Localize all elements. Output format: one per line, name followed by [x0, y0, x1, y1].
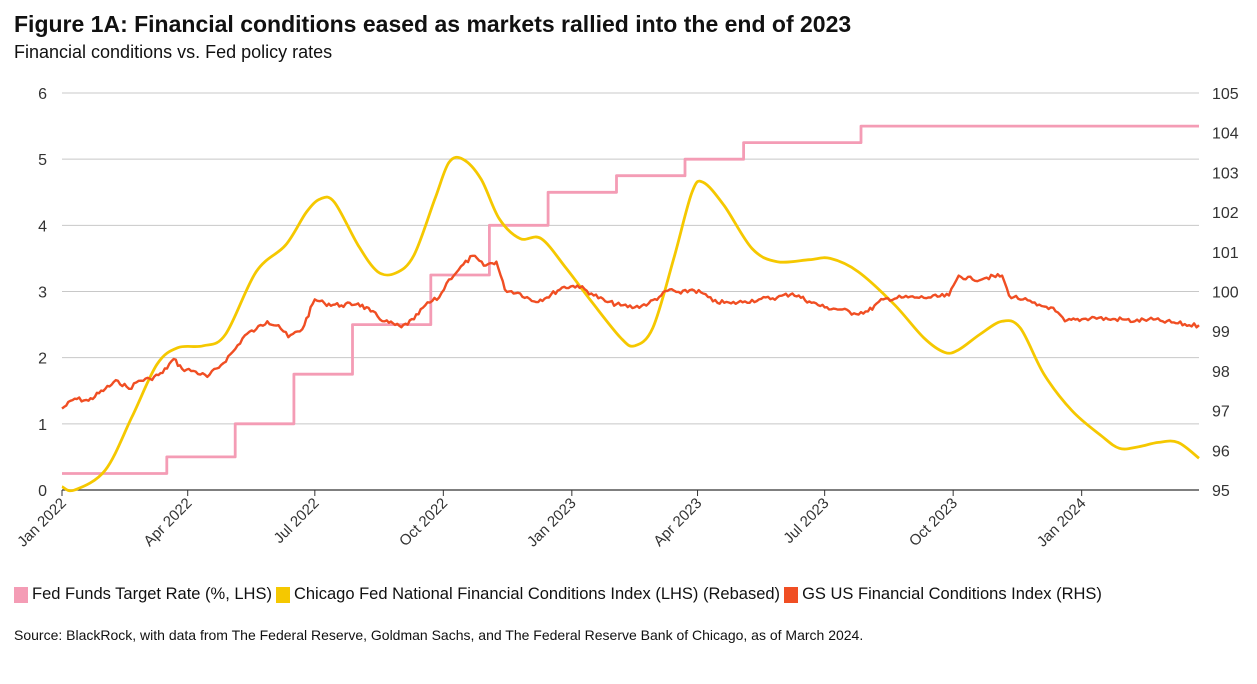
x-tick-label: Jan 2023 [524, 495, 580, 551]
y-right-tick-label: 104 [1212, 126, 1239, 143]
series-chicago-fed-line [61, 155, 1200, 493]
x-tick-label: Apr 2022 [140, 495, 195, 550]
y-left-tick-label: 3 [38, 285, 47, 302]
x-tick-label: Jul 2022 [271, 495, 323, 547]
x-tick-label: Oct 2022 [396, 495, 451, 550]
legend-swatch-fed-funds [14, 586, 28, 603]
legend-label-gs-fci: GS US Financial Conditions Index (RHS) [802, 585, 1102, 603]
y-right-tick-label: 95 [1212, 483, 1230, 500]
x-tick-label: Oct 2023 [906, 495, 961, 550]
legend-item-chicago-fed: Chicago Fed National Financial Condition… [275, 585, 781, 604]
legend-item-fed-funds: Fed Funds Target Rate (%, LHS) [14, 585, 272, 604]
source-note: Source: BlackRock, with data from The Fe… [14, 627, 864, 643]
series-fed-funds-line [62, 124, 1199, 475]
x-tick-label: Apr 2023 [650, 495, 705, 550]
axes: 0 1 2 3 4 5 6 95 96 97 98 99 100 101 102 103 104 105 Jan 2… [14, 86, 1239, 550]
series-lines [61, 124, 1200, 493]
y-right-tick-label: 101 [1212, 245, 1239, 262]
x-tick-label: Jan 2024 [1034, 495, 1090, 551]
x-tick-label: Jul 2023 [780, 495, 832, 547]
y-right-tick-label: 103 [1212, 165, 1239, 182]
gridlines [62, 92, 1199, 425]
legend: Fed Funds Target Rate (%, LHS) Chicago F… [14, 585, 1106, 604]
chart-subtitle: Financial conditions vs. Fed policy rate… [14, 42, 333, 62]
y-right-tick-label: 96 [1212, 443, 1230, 460]
y-right-tick-label: 100 [1212, 285, 1239, 302]
chart-title: Figure 1A: Financial conditions eased as… [14, 11, 852, 37]
legend-swatch-chicago-fed [275, 586, 290, 603]
y-right-tick-label: 98 [1212, 364, 1230, 381]
y-left-tick-label: 6 [38, 86, 47, 103]
legend-label-chicago-fed: Chicago Fed National Financial Condition… [293, 585, 781, 603]
x-tick-label: Jan 2022 [14, 495, 70, 551]
y-right-tick-label: 102 [1212, 205, 1239, 222]
y-left-tick-label: 0 [38, 483, 47, 500]
y-right-tick-label: 99 [1212, 324, 1230, 341]
legend-swatch-gs-fci [784, 586, 799, 603]
y-right-tick-label: 105 [1212, 86, 1239, 103]
legend-label-fed-funds: Fed Funds Target Rate (%, LHS) [32, 585, 272, 603]
y-left-tick-label: 1 [38, 417, 47, 434]
y-right-tick-label: 97 [1212, 404, 1230, 421]
y-left-tick-label: 2 [38, 351, 47, 368]
series-gs-fci-line [61, 254, 1200, 410]
legend-item-gs-fci: GS US Financial Conditions Index (RHS) [784, 585, 1102, 604]
y-left-tick-label: 4 [38, 218, 47, 235]
y-left-tick-label: 5 [38, 152, 47, 169]
